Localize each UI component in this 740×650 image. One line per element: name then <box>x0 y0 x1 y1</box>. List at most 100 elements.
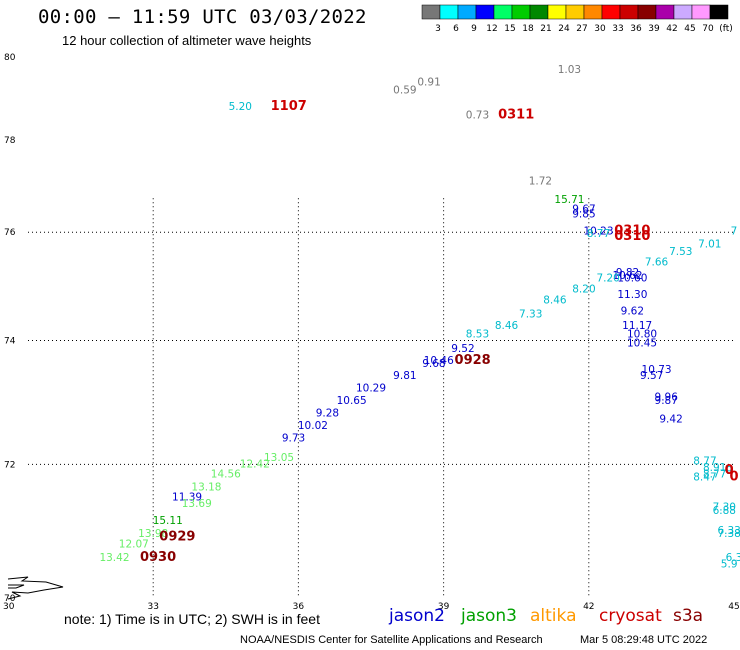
colorbar-tick-label: 42 <box>666 24 677 34</box>
colorbar-swatch <box>673 4 693 20</box>
wave-height-point: 15.71 <box>554 194 584 206</box>
coastline-path <box>7 576 64 600</box>
wave-height-point: 8.46 <box>543 294 567 306</box>
wave-height-point: 8.77 <box>693 455 716 467</box>
wave-height-point: 11.39 <box>172 492 202 504</box>
wave-height-point: 10.45 <box>627 337 657 349</box>
wave-height-point: 12.07 <box>119 538 149 550</box>
colorbar-tick-label: 18 <box>522 24 534 34</box>
colorbar-legend: 3 6 9 12 15 18 21 24 27 30 33 36 39 42 45 70 (ft) <box>421 4 733 34</box>
wave-height-point: 7.33 <box>519 308 542 320</box>
colorbar-tick-label: 24 <box>558 24 570 34</box>
colorbar-tick-label: 36 <box>630 24 642 34</box>
wave-height-point: 9.85 <box>572 208 595 220</box>
wave-height-point: 7.20 <box>596 273 619 285</box>
wave-height-point: 8.77 <box>587 228 610 240</box>
y-tick-label: 72 <box>4 460 15 470</box>
colorbar-tick-label: 6 <box>453 24 459 34</box>
wave-height-point: 9.52 <box>451 343 474 355</box>
legend-altika: altika <box>530 606 577 626</box>
wave-height-point: 0.73 <box>466 110 489 122</box>
wave-height-point: 8.77 <box>703 468 726 480</box>
x-tick-label: 30 <box>3 602 15 612</box>
wave-height-point: 0.91 <box>417 76 440 88</box>
x-tick-label: 33 <box>147 602 158 612</box>
wave-height-point: 0.59 <box>393 85 416 97</box>
legend-s3a: s3a <box>673 606 704 626</box>
colorbar-tick-label: 30 <box>594 24 606 34</box>
x-tick-label: 45 <box>728 602 739 612</box>
wave-height-point: 6.33 <box>717 525 740 537</box>
pass-time-label: 0 <box>725 463 734 478</box>
wave-height-point: 7.01 <box>698 238 721 250</box>
colorbar-swatch <box>655 4 675 20</box>
wave-height-point: 13.98 <box>138 528 168 540</box>
y-tick-label: 70 <box>4 594 16 604</box>
pass-time-label: 0929 <box>159 530 195 545</box>
x-tick-label: 42 <box>583 602 594 612</box>
y-tick-label: 76 <box>4 228 16 238</box>
footer-credit: NOAA/NESDIS Center for Satellite Applica… <box>240 634 543 646</box>
wave-height-point: 8.53 <box>466 329 489 341</box>
colorbar-swatch <box>709 4 729 20</box>
colorbar-swatch <box>511 4 531 20</box>
wave-height-point: 1.72 <box>529 175 552 187</box>
wave-height-point: 13.42 <box>99 552 129 564</box>
page-title: 00:00 – 11:59 UTC 03/03/2022 <box>38 6 367 28</box>
wave-height-point: 6.88 <box>713 505 736 517</box>
colorbar-swatch <box>565 4 585 20</box>
wave-height-point: 10.65 <box>337 395 367 407</box>
footer-timestamp: Mar 5 08:29:48 UTC 2022 <box>580 634 708 646</box>
colorbar-swatch <box>619 4 639 20</box>
pass-time-label: 0930 <box>140 550 176 565</box>
wave-height-point: 10.02 <box>298 420 328 432</box>
coastline <box>7 576 64 600</box>
wave-height-point: 9.82 <box>616 267 639 279</box>
wave-height-point: 9.81 <box>393 370 416 382</box>
wave-height-point: 8.47 <box>693 472 716 484</box>
colorbar-swatch <box>601 4 621 20</box>
colorbar-tick-label: 12 <box>486 24 497 34</box>
wave-height-point: 10.80 <box>627 329 657 341</box>
wave-height-point: 13.05 <box>264 452 294 464</box>
wave-height-point: 15.11 <box>153 515 183 527</box>
legend-cryosat: cryosat <box>599 606 662 626</box>
pass-time-label: 1107 <box>271 99 307 114</box>
colorbar-tick-label: 45 <box>684 24 695 34</box>
colorbar-swatch <box>583 4 603 20</box>
wave-height-point: 8.20 <box>572 283 595 295</box>
wave-height-point: 7.53 <box>669 246 692 258</box>
colorbar-swatch <box>691 4 711 20</box>
x-tick-label: 36 <box>293 602 305 612</box>
wave-height-point: 9.87 <box>655 395 678 407</box>
y-tick-label: 74 <box>4 336 16 346</box>
wave-height-point: 13.69 <box>182 498 212 510</box>
wave-height-point: 7.30 <box>713 501 736 513</box>
note-text: note: 1) Time is in UTC; 2) SWH is in fe… <box>64 611 320 627</box>
wave-height-point: 9.73 <box>282 433 305 445</box>
wave-height-point: 13.18 <box>191 482 221 494</box>
colorbar-tick-label: 33 <box>612 24 623 34</box>
legend-jason3: jason3 <box>461 606 517 626</box>
colorbar-tick-label: 21 <box>540 24 551 34</box>
wave-height-point: 9.42 <box>659 414 682 426</box>
wave-height-point: 9.62 <box>621 306 644 318</box>
colorbar-tick-label: 70 <box>702 24 714 34</box>
colorbar-swatch <box>547 4 567 20</box>
colorbar-tick-label: 27 <box>576 24 587 34</box>
colorbar-swatch <box>493 4 513 20</box>
wave-height-point: 10.60 <box>617 273 647 285</box>
page-subtitle: 12 hour collection of altimeter wave hei… <box>62 33 312 48</box>
wave-height-point: 10.73 <box>642 364 672 376</box>
wave-height-point: 6.3 <box>726 552 740 564</box>
y-tick-label: 80 <box>4 53 16 63</box>
colorbar-tick-label: 9 <box>471 24 477 34</box>
wave-height-point: 11.17 <box>622 320 652 332</box>
pass-time-label: 0311 <box>498 108 534 123</box>
wave-height-point: 9.28 <box>316 407 339 419</box>
wave-height-point: 10.46 <box>424 355 454 367</box>
wave-height-point: 5.9 <box>721 559 738 571</box>
